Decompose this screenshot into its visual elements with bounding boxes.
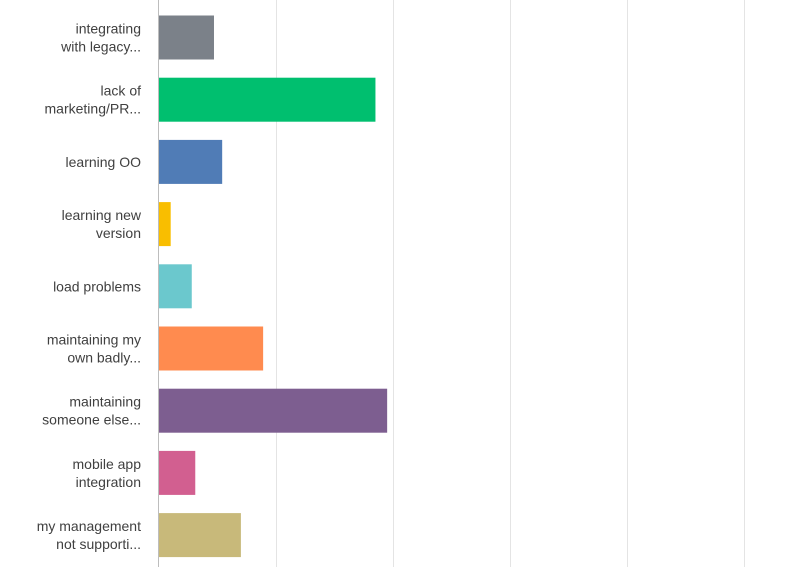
bar-8 — [159, 513, 241, 558]
category-label-3: learning new version — [62, 207, 142, 241]
category-labels: integrating with legacy... lack of marketin… — [37, 21, 142, 553]
category-label-7-line-0: mobile app — [73, 456, 142, 472]
bar-6 — [159, 388, 388, 433]
category-label-1-line-1: marketing/PR... — [45, 101, 141, 117]
category-label-2-line-0: learning OO — [66, 154, 142, 170]
bar-1 — [159, 77, 376, 122]
category-label-1-line-0: lack of — [101, 83, 142, 99]
category-label-0: integrating with legacy... — [60, 21, 141, 55]
bar-7 — [159, 450, 196, 495]
category-label-8: my management not supporti... — [37, 518, 141, 552]
category-label-6: maintaining someone else... — [42, 394, 141, 428]
category-label-4: load problems — [53, 278, 141, 294]
category-label-0-line-0: integrating — [76, 21, 141, 37]
category-label-5-line-0: maintaining my — [47, 332, 141, 348]
bar-4 — [159, 264, 192, 309]
bar-3 — [159, 202, 171, 247]
category-label-7: mobile app integration — [73, 456, 142, 490]
bar-2 — [159, 139, 223, 184]
category-label-6-line-1: someone else... — [42, 412, 141, 428]
bar-5 — [159, 326, 264, 371]
category-label-3-line-1: version — [96, 225, 141, 241]
bar-0 — [159, 15, 214, 60]
category-label-2: learning OO — [66, 154, 142, 170]
category-label-6-line-0: maintaining — [69, 394, 141, 410]
category-label-8-line-1: not supporti... — [56, 536, 141, 552]
category-label-5: maintaining my own badly... — [47, 332, 141, 366]
category-label-8-line-0: my management — [37, 518, 141, 534]
category-label-1: lack of marketing/PR... — [45, 83, 142, 117]
category-label-7-line-1: integration — [76, 474, 141, 490]
category-label-3-line-0: learning new — [62, 207, 142, 223]
category-label-0-line-1: with legacy... — [60, 39, 141, 55]
category-label-5-line-1: own badly... — [67, 350, 141, 366]
bars — [159, 15, 388, 558]
category-label-4-line-0: load problems — [53, 278, 141, 294]
gridlines — [276, 0, 745, 567]
